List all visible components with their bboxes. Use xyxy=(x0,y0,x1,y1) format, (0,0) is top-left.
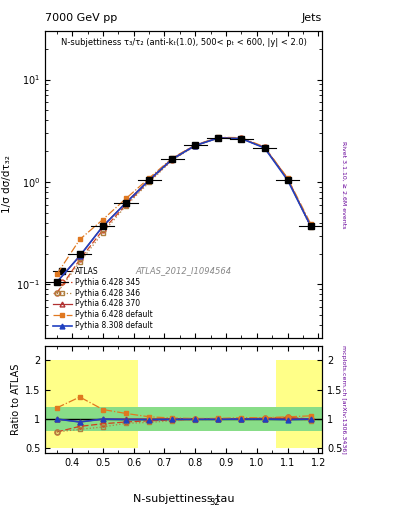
Y-axis label: Ratio to ATLAS: Ratio to ATLAS xyxy=(11,364,21,435)
Text: Jets: Jets xyxy=(302,13,322,23)
Text: 32: 32 xyxy=(209,498,220,507)
Text: N-subjettiness tau: N-subjettiness tau xyxy=(133,494,235,504)
Text: Rivet 3.1.10, ≥ 2.6M events: Rivet 3.1.10, ≥ 2.6M events xyxy=(342,141,346,228)
Text: ATLAS_2012_I1094564: ATLAS_2012_I1094564 xyxy=(136,266,232,275)
Text: 7000 GeV pp: 7000 GeV pp xyxy=(45,13,118,23)
Text: N-subjettiness τ₃/τ₂ (anti-kₜ(1.0), 500< pₜ < 600, |y| < 2.0): N-subjettiness τ₃/τ₂ (anti-kₜ(1.0), 500<… xyxy=(61,38,307,48)
Text: mcplots.cern.ch [arXiv:1306.3436]: mcplots.cern.ch [arXiv:1306.3436] xyxy=(342,345,346,454)
Legend: ATLAS, Pythia 6.428 345, Pythia 6.428 346, Pythia 6.428 370, Pythia 6.428 defaul: ATLAS, Pythia 6.428 345, Pythia 6.428 34… xyxy=(49,263,156,334)
Y-axis label: 1/σ dσ/dτ₃₂: 1/σ dσ/dτ₃₂ xyxy=(2,155,12,214)
